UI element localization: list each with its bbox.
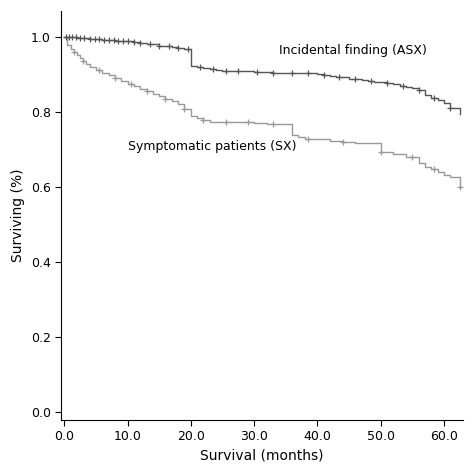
X-axis label: Survival (months): Survival (months) <box>200 449 324 463</box>
Y-axis label: Surviving (%): Surviving (%) <box>11 169 25 262</box>
Text: Symptomatic patients (SX): Symptomatic patients (SX) <box>128 140 296 153</box>
Text: Incidental finding (ASX): Incidental finding (ASX) <box>279 44 427 57</box>
